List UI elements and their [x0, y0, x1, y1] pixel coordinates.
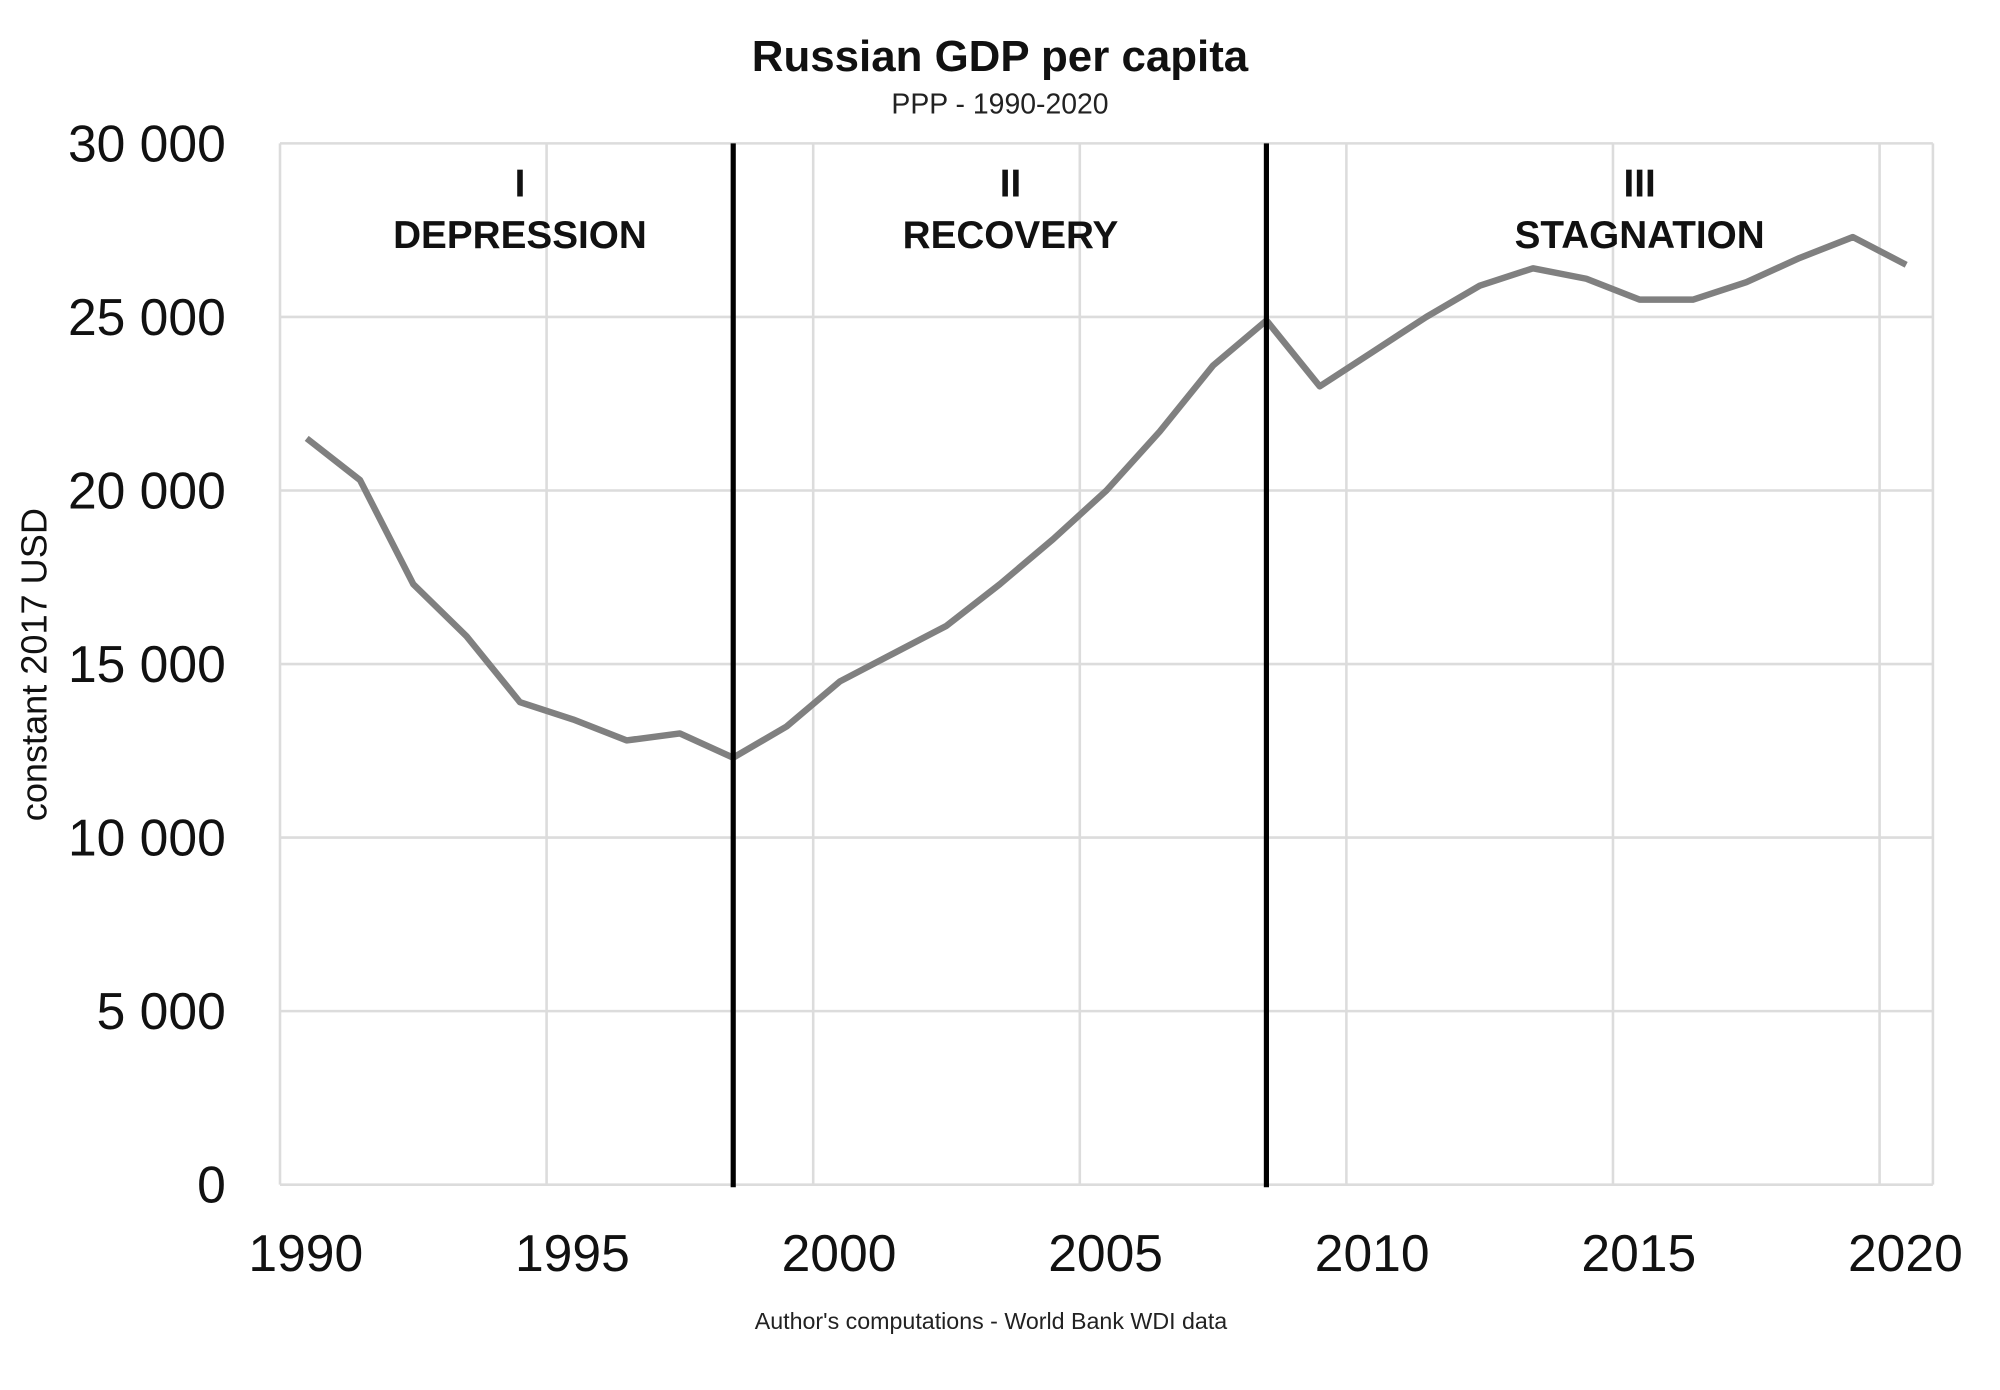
period-label: STAGNATION: [1515, 214, 1765, 257]
period-numeral: I: [515, 162, 526, 205]
y-axis-ticks: 0 5 000 10 000 15 000 20 000 25 000 30 000: [68, 114, 226, 1213]
period-labels: I DEPRESSION II RECOVERY III STAGNATION: [393, 162, 1765, 257]
x-tick-label: 1995: [515, 1224, 630, 1282]
x-tick-label: 2000: [782, 1224, 897, 1282]
x-tick-label: 2005: [1048, 1224, 1163, 1282]
gdp-series-line: [304, 233, 1908, 761]
period-label: DEPRESSION: [393, 214, 647, 257]
chart-subtitle: PPP - 1990-2020: [891, 89, 1108, 121]
y-tick-label: 5 000: [97, 982, 226, 1040]
x-tick-label: 2020: [1848, 1224, 1963, 1282]
x-axis-ticks: 1990 1995 2000 2005 2010 2015 2020: [248, 1224, 1962, 1282]
y-tick-label: 10 000: [68, 809, 226, 867]
source-note: Author's computations - World Bank WDI d…: [755, 1308, 1228, 1334]
x-tick-label: 2015: [1581, 1224, 1696, 1282]
y-tick-label: 15 000: [68, 635, 226, 693]
y-tick-label: 0: [197, 1156, 226, 1214]
y-tick-label: 30 000: [68, 114, 226, 172]
x-tick-label: 2010: [1315, 1224, 1430, 1282]
y-axis-label: constant 2017 USD: [13, 508, 54, 821]
period-numeral: III: [1624, 162, 1656, 205]
chart-title: Russian GDP per capita: [752, 32, 1249, 81]
period-label: RECOVERY: [903, 214, 1119, 257]
y-tick-label: 20 000: [68, 462, 226, 520]
period-numeral: II: [1000, 162, 1021, 205]
period-dividers: [730, 143, 1269, 1188]
y-tick-label: 25 000: [68, 288, 226, 346]
x-tick-label: 1990: [248, 1224, 363, 1282]
